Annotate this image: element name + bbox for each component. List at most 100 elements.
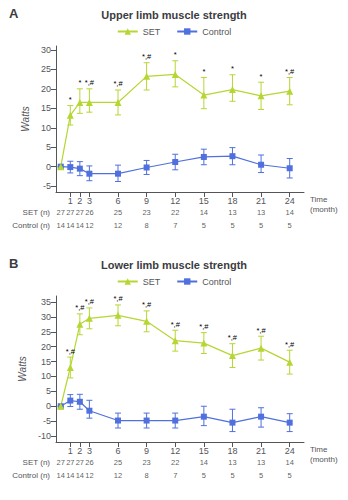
svg-text:12: 12 <box>114 221 122 230</box>
svg-text:15: 15 <box>199 446 209 456</box>
svg-text:*,#: *,# <box>85 297 95 306</box>
svg-text:3: 3 <box>87 446 92 456</box>
svg-text:18: 18 <box>227 196 237 206</box>
svg-text:10: 10 <box>41 123 51 133</box>
svg-text:(month): (month) <box>310 205 338 214</box>
svg-text:27: 27 <box>57 458 65 467</box>
svg-text:8: 8 <box>145 221 149 230</box>
svg-text:SET (n): SET (n) <box>23 458 51 467</box>
svg-text:23: 23 <box>142 458 150 467</box>
svg-text:14: 14 <box>76 221 84 230</box>
svg-text:15: 15 <box>199 196 209 206</box>
svg-text:3: 3 <box>87 196 92 206</box>
svg-text:(month): (month) <box>310 455 338 464</box>
svg-text:5: 5 <box>230 221 234 230</box>
svg-text:*: * <box>69 95 72 104</box>
svg-text:*: * <box>260 72 263 81</box>
svg-text:Time: Time <box>310 195 328 204</box>
svg-text:12: 12 <box>85 221 93 230</box>
svg-text:12: 12 <box>170 196 180 206</box>
svg-text:Control: Control <box>202 277 231 287</box>
svg-text:SET: SET <box>143 277 161 287</box>
svg-text:15: 15 <box>41 103 51 113</box>
svg-text:0: 0 <box>46 162 51 172</box>
svg-text:Watts: Watts <box>20 106 31 131</box>
svg-text:25: 25 <box>114 458 122 467</box>
svg-text:5: 5 <box>202 471 206 480</box>
svg-text:22: 22 <box>171 208 179 217</box>
svg-text:Watts: Watts <box>17 356 28 381</box>
svg-text:*,#: *,# <box>285 340 295 349</box>
svg-text:*,#: *,# <box>66 347 76 356</box>
svg-text:*,#: *,# <box>113 79 123 88</box>
svg-text:Control (n): Control (n) <box>12 471 50 480</box>
svg-text:27: 27 <box>66 208 74 217</box>
svg-text:13: 13 <box>257 458 265 467</box>
svg-text:2: 2 <box>77 446 82 456</box>
svg-text:14: 14 <box>200 458 208 467</box>
svg-text:27: 27 <box>76 458 84 467</box>
svg-text:25: 25 <box>41 64 51 74</box>
svg-text:9: 9 <box>144 196 149 206</box>
svg-text:B: B <box>9 256 18 271</box>
svg-text:*,#: *,# <box>199 322 209 331</box>
svg-text:7: 7 <box>173 221 177 230</box>
svg-text:35: 35 <box>41 297 51 307</box>
svg-text:*,#: *,# <box>171 320 181 329</box>
svg-text:30: 30 <box>41 312 51 322</box>
svg-text:5: 5 <box>259 471 263 480</box>
svg-text:25: 25 <box>41 327 51 337</box>
svg-text:*,#: *,# <box>228 333 238 342</box>
svg-text:14: 14 <box>200 208 208 217</box>
svg-text:*,#: *,# <box>113 294 123 303</box>
svg-text:22: 22 <box>171 458 179 467</box>
svg-text:-10: -10 <box>38 431 51 441</box>
svg-text:SET: SET <box>143 27 161 37</box>
svg-text:5: 5 <box>259 221 263 230</box>
svg-text:26: 26 <box>85 208 93 217</box>
svg-text:20: 20 <box>41 84 51 94</box>
svg-text:*,#: *,# <box>142 300 152 309</box>
svg-text:-5: -5 <box>43 416 51 426</box>
svg-text:27: 27 <box>57 208 65 217</box>
svg-text:21: 21 <box>256 446 266 456</box>
svg-text:9: 9 <box>144 446 149 456</box>
svg-text:5: 5 <box>202 221 206 230</box>
svg-text:13: 13 <box>228 208 236 217</box>
svg-text:*,#: *,# <box>256 326 266 335</box>
svg-text:24: 24 <box>285 196 295 206</box>
svg-text:6: 6 <box>115 196 120 206</box>
svg-text:A: A <box>9 6 19 21</box>
svg-text:*: * <box>231 64 234 73</box>
svg-text:27: 27 <box>66 458 74 467</box>
svg-text:*,#: *,# <box>285 67 295 76</box>
svg-text:10: 10 <box>41 371 51 381</box>
svg-text:12: 12 <box>114 471 122 480</box>
svg-text:25: 25 <box>114 208 122 217</box>
svg-text:15: 15 <box>41 357 51 367</box>
svg-text:Control (n): Control (n) <box>12 221 50 230</box>
svg-text:Upper limb muscle strength: Upper limb muscle strength <box>101 9 247 21</box>
svg-text:2: 2 <box>77 196 82 206</box>
svg-text:7: 7 <box>173 471 177 480</box>
svg-text:13: 13 <box>257 208 265 217</box>
svg-text:-5: -5 <box>43 181 51 191</box>
svg-text:14: 14 <box>286 208 294 217</box>
svg-text:*: * <box>78 78 81 87</box>
svg-text:27: 27 <box>76 208 84 217</box>
svg-text:12: 12 <box>85 471 93 480</box>
svg-text:*: * <box>202 67 205 76</box>
svg-text:12: 12 <box>170 446 180 456</box>
svg-text:*,#: *,# <box>85 78 95 87</box>
svg-text:5: 5 <box>288 221 292 230</box>
svg-text:5: 5 <box>46 142 51 152</box>
svg-text:14: 14 <box>57 471 65 480</box>
svg-text:14: 14 <box>66 471 74 480</box>
svg-text:18: 18 <box>227 446 237 456</box>
svg-text:5: 5 <box>46 386 51 396</box>
svg-text:14: 14 <box>66 221 74 230</box>
svg-text:21: 21 <box>256 196 266 206</box>
svg-text:23: 23 <box>142 208 150 217</box>
svg-text:8: 8 <box>145 471 149 480</box>
svg-text:14: 14 <box>286 458 294 467</box>
